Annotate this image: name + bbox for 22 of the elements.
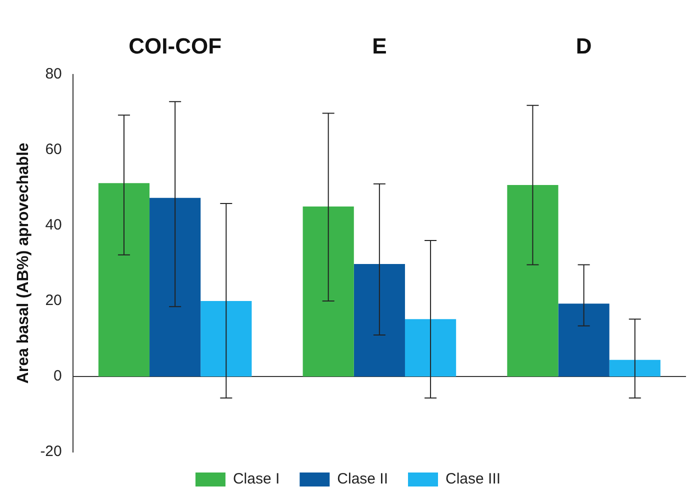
y-tick-label: 80: [45, 66, 62, 83]
bar: [354, 264, 405, 376]
y-tick-label: 20: [45, 292, 62, 310]
bar: [558, 304, 610, 376]
legend-label: Clase III: [446, 470, 501, 488]
x-tick-label: COI-COF: [128, 33, 222, 58]
bar: [150, 198, 201, 376]
y-tick-label: 60: [45, 141, 62, 158]
x-tick-label: E: [372, 33, 387, 58]
y-tick-label: 40: [45, 216, 62, 234]
bar: [302, 206, 354, 376]
bar: [609, 360, 660, 376]
bar: [200, 300, 252, 376]
legend-label: Clase II: [337, 470, 388, 488]
bar: [404, 319, 456, 376]
x-tick-label: D: [576, 33, 592, 58]
y-tick-label: 0: [54, 368, 62, 385]
bar: [507, 185, 558, 376]
y-axis-title: Area basal (AB%) aprovechable: [15, 142, 32, 384]
legend-label: Clase I: [232, 470, 280, 488]
bar: [98, 183, 150, 376]
y-tick-label: -20: [40, 443, 62, 460]
